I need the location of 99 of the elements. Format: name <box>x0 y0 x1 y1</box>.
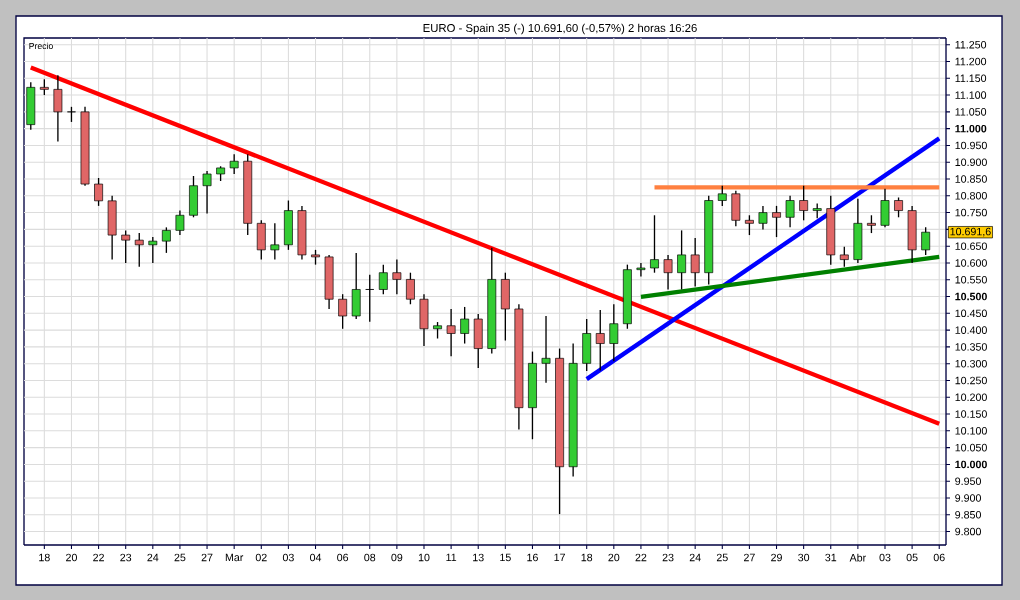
x-tick-label: 20 <box>66 553 77 562</box>
candlestick <box>53 74 63 143</box>
candlestick <box>758 205 768 231</box>
y-tick-label: 10.800 <box>955 192 987 200</box>
x-tick-label: 30 <box>798 553 810 562</box>
candlestick <box>134 232 144 268</box>
x-tick-label: 10 <box>418 553 430 562</box>
candlestick <box>609 303 619 362</box>
y-tick-label: 10.250 <box>955 376 987 385</box>
candlestick <box>690 237 700 288</box>
x-tick-label: 04 <box>310 553 322 562</box>
y-tick-label: 9.800 <box>955 527 981 536</box>
candlestick <box>270 222 280 261</box>
y-tick-label: 10.050 <box>955 443 987 452</box>
candlestick <box>161 226 171 254</box>
y-tick-label: 10.950 <box>955 141 987 150</box>
x-tick-label: 23 <box>662 553 674 562</box>
y-tick-label: 10.850 <box>955 175 987 183</box>
y-tick-label: 10.450 <box>955 309 987 318</box>
x-tick-label: 18 <box>581 553 593 562</box>
x-tick-label: 05 <box>906 553 918 562</box>
chart-title: EURO - Spain 35 (-) 10.691,60 (-0,57%) 2 horas 16:26 <box>423 23 697 35</box>
y-tick-label: 10.150 <box>955 410 987 418</box>
x-tick-label: 13 <box>473 553 484 562</box>
x-tick-label: 31 <box>825 553 837 562</box>
candlestick <box>717 185 727 207</box>
candlestick <box>541 315 551 384</box>
x-tick-label: 03 <box>282 553 294 562</box>
candlestick <box>636 262 646 278</box>
candlestick <box>460 306 470 345</box>
y-tick-label: 9.900 <box>955 494 981 502</box>
candlestick <box>595 309 605 372</box>
x-tick-label: 11 <box>446 553 457 562</box>
candlestick <box>650 214 659 274</box>
x-tick-label: 20 <box>608 553 620 562</box>
x-tick-label: 29 <box>771 553 782 562</box>
candlestick <box>446 308 456 357</box>
y-tick-label: 10.650 <box>955 242 987 250</box>
candlestick <box>772 205 781 238</box>
x-tick-label: 25 <box>174 553 186 562</box>
y-tick-label: 10.900 <box>955 158 987 166</box>
candlestick <box>175 209 185 236</box>
candlestick <box>202 170 212 215</box>
candlestick <box>921 226 931 256</box>
text: 10.691,6 <box>950 227 991 237</box>
candlestick <box>745 214 754 236</box>
x-tick-label: 27 <box>201 553 213 562</box>
x-tick-label: 06 <box>337 553 349 562</box>
candlestick <box>406 272 415 305</box>
y-tick-label: 10.600 <box>955 259 987 267</box>
y-tick-label: 10.200 <box>955 393 987 402</box>
candlestick <box>839 246 849 268</box>
candlestick <box>785 195 795 229</box>
candlestick <box>338 293 348 330</box>
candlestick <box>378 263 388 295</box>
y-axis-title: Precio <box>29 42 53 50</box>
x-tick-label: 24 <box>689 553 701 562</box>
y-tick-label: 10.350 <box>955 343 987 351</box>
y-tick-label: 9.850 <box>955 511 981 519</box>
x-tick-label: Abr <box>849 553 866 562</box>
y-tick-label: 10.750 <box>955 208 987 217</box>
x-tick-label: 17 <box>554 553 565 562</box>
candlestick <box>663 254 673 291</box>
y-tick-label: 10.100 <box>955 427 987 435</box>
x-tick-label: 15 <box>500 553 511 562</box>
candlestick <box>148 236 158 264</box>
y-tick-label: 9.950 <box>955 477 981 485</box>
y-tick-label: 11.150 <box>955 74 987 83</box>
x-tick-label: 23 <box>120 553 132 562</box>
x-tick-label: 18 <box>39 553 50 562</box>
x-tick-label: 03 <box>879 553 891 562</box>
candlestick <box>229 153 239 175</box>
candlestick <box>677 229 687 291</box>
x-tick-label: Mar <box>225 553 244 562</box>
candlestick <box>94 177 103 207</box>
x-tick-label: 25 <box>716 553 728 562</box>
y-tick-label: 11.200 <box>955 57 987 66</box>
x-tick-label: 09 <box>391 553 403 562</box>
x-tick-label: 22 <box>635 553 647 562</box>
y-tick-label: 11.100 <box>955 91 987 99</box>
candlestick <box>392 258 402 295</box>
y-tick-label: 11.050 <box>955 108 987 116</box>
y-tick-label: 10.300 <box>955 359 987 368</box>
y-tick-label: 11.000 <box>955 124 987 133</box>
y-tick-label: 10.550 <box>955 275 987 284</box>
y-tick-label: 10.000 <box>955 460 987 469</box>
y-tick-label: 10.500 <box>955 292 987 301</box>
x-tick-label: 16 <box>527 553 538 562</box>
candlestick <box>799 185 809 221</box>
candlestick <box>121 229 131 264</box>
candlestick <box>894 196 903 218</box>
x-tick-label: 22 <box>93 553 104 562</box>
x-tick-label: 08 <box>364 553 376 562</box>
y-tick-label: 10.400 <box>955 326 987 334</box>
x-tick-label: 06 <box>933 553 945 562</box>
x-tick-label: 27 <box>744 553 755 562</box>
x-tick-label: 24 <box>147 553 159 562</box>
y-tick-label: 11.250 <box>955 40 987 49</box>
x-tick-label: 02 <box>255 553 267 562</box>
